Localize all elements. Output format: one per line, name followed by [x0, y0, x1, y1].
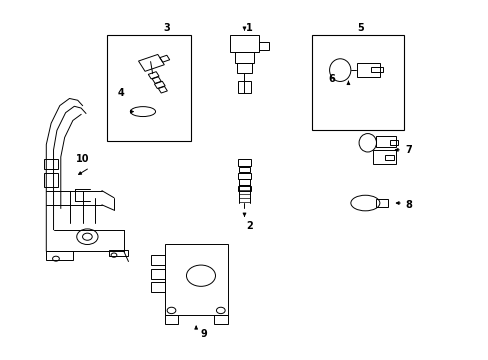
Bar [370, 67, 382, 72]
Bar [237, 186, 251, 192]
Bar [237, 159, 251, 166]
Bar [375, 199, 387, 207]
Text: 4: 4 [118, 88, 124, 98]
Text: 2: 2 [245, 221, 252, 231]
Text: 3: 3 [163, 23, 170, 33]
Text: 8: 8 [405, 200, 411, 210]
Text: 7: 7 [405, 145, 411, 155]
Bar [237, 63, 251, 73]
Bar [151, 269, 164, 279]
Bar [151, 282, 164, 292]
Text: 1: 1 [245, 23, 252, 33]
Bar [44, 159, 58, 169]
Bar [164, 244, 227, 315]
Bar [375, 136, 395, 147]
Bar [46, 251, 73, 260]
Bar [311, 35, 403, 130]
Bar [229, 35, 259, 53]
Bar [164, 315, 178, 324]
Bar [234, 53, 254, 63]
Bar [44, 173, 58, 187]
Bar [214, 315, 227, 324]
Bar [384, 155, 393, 160]
Bar [237, 173, 251, 179]
Bar [237, 81, 251, 93]
Bar [238, 167, 250, 172]
Bar [106, 35, 191, 141]
Bar [356, 63, 379, 77]
Text: 9: 9 [200, 329, 206, 339]
Text: 6: 6 [327, 74, 334, 84]
Bar [238, 179, 250, 185]
Bar [109, 250, 127, 256]
Bar [372, 150, 395, 164]
Bar [151, 255, 164, 265]
Text: 5: 5 [356, 23, 363, 33]
Text: 10: 10 [76, 154, 89, 164]
Bar [259, 42, 268, 50]
Bar [389, 140, 397, 145]
